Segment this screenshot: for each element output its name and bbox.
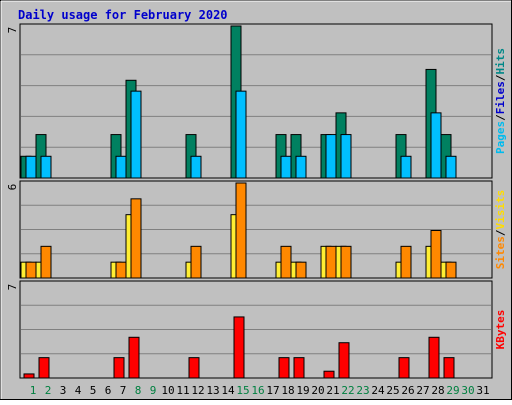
axis-label-visits: Sites/Visits (494, 190, 507, 270)
x-tick-label-day-28: 28 (431, 384, 444, 397)
x-tick-label-day-8: 8 (135, 384, 142, 397)
bar-sites-day-21 (325, 245, 337, 279)
x-tick-label-day-31: 31 (476, 384, 489, 397)
x-tick-label-day-16: 16 (251, 384, 264, 397)
bar-sites-day-2 (40, 245, 52, 279)
bar-sites-day-18 (280, 245, 292, 279)
x-tick-label-day-7: 7 (120, 384, 127, 397)
x-tick-label-day-19: 19 (296, 384, 309, 397)
bar-files-day-18 (280, 155, 292, 179)
bar-kbytes-day-1 (23, 373, 35, 379)
bar-files-day-26 (400, 155, 412, 179)
bar-files-day-22 (340, 134, 352, 179)
axis-label-part: Sites (494, 236, 507, 269)
bar-files-day-28 (430, 112, 442, 179)
axis-label-part: Pages (494, 121, 507, 154)
x-tick-label-day-13: 13 (206, 384, 219, 397)
bar-files-day-21 (325, 134, 337, 179)
x-tick-label-day-14: 14 (221, 384, 235, 397)
axis-label-hits: Pages/Files/Hits (494, 48, 507, 154)
x-tick-label-day-18: 18 (281, 384, 294, 397)
axis-label-part: / (494, 114, 507, 121)
bar-sites-day-22 (340, 245, 352, 279)
bar-sites-day-26 (400, 245, 412, 279)
bar-files-day-15 (235, 90, 247, 179)
bar-sites-day-12 (190, 245, 202, 279)
bar-sites-day-1 (25, 261, 37, 279)
x-tick-label-day-9: 9 (150, 384, 157, 397)
panel-kbytes: 7 KBytes (6, 280, 507, 379)
bar-files-day-8 (130, 90, 142, 179)
x-axis-labels: 1 2 3 4 5 6 7 8 9 10 11 12 13 14 15 16 17 18 19 20 21 22 23 24 2… (30, 384, 490, 397)
x-tick-label-day-15: 15 (236, 384, 249, 397)
y-max-label-visits: 6 (6, 184, 19, 191)
bar-kbytes-day-26 (398, 357, 410, 379)
panel-visits: 6 Sites/Visits (6, 180, 507, 279)
axis-label-part: / (494, 229, 507, 236)
axis-label-part: Hits (494, 48, 507, 75)
axis-label-part: KBytes (494, 310, 507, 350)
x-tick-label-day-10: 10 (161, 384, 174, 397)
bar-kbytes-day-8 (128, 336, 140, 379)
axis-label-kbytes: KBytes (494, 310, 507, 350)
x-tick-label-day-27: 27 (416, 384, 429, 397)
bar-files-day-19 (295, 155, 307, 179)
x-tick-label-day-5: 5 (90, 384, 97, 397)
axis-label-part: Files (494, 81, 507, 114)
x-tick-label-day-20: 20 (311, 384, 324, 397)
y-max-label-hits: 7 (6, 27, 19, 34)
x-tick-label-day-3: 3 (60, 384, 67, 397)
bar-sites-day-7 (115, 261, 127, 279)
bar-files-day-7 (115, 155, 127, 179)
x-tick-label-day-2: 2 (45, 384, 52, 397)
x-tick-label-day-12: 12 (191, 384, 204, 397)
x-tick-label-day-26: 26 (401, 384, 414, 397)
x-tick-label-day-25: 25 (386, 384, 399, 397)
x-tick-label-day-21: 21 (326, 384, 339, 397)
bar-sites-day-29 (445, 261, 457, 279)
bar-files-day-1 (25, 155, 37, 179)
bar-kbytes-day-22 (338, 342, 350, 379)
bar-sites-day-19 (295, 261, 307, 279)
x-tick-label-day-11: 11 (176, 384, 189, 397)
x-tick-label-day-17: 17 (266, 384, 279, 397)
axis-label-part: Visits (494, 190, 507, 230)
x-tick-label-day-30: 30 (461, 384, 474, 397)
x-tick-label-day-22: 22 (341, 384, 354, 397)
x-tick-label-day-23: 23 (356, 384, 369, 397)
x-tick-label-day-4: 4 (75, 384, 82, 397)
bar-sites-day-15 (235, 182, 247, 279)
bar-kbytes-day-15 (233, 316, 245, 379)
bar-sites-day-28 (430, 230, 442, 279)
x-tick-label-day-1: 1 (30, 384, 37, 397)
x-tick-label-day-29: 29 (446, 384, 459, 397)
bar-files-day-29 (445, 155, 457, 179)
bar-files-day-12 (190, 155, 202, 179)
bar-sites-day-8 (130, 198, 142, 279)
bar-kbytes-day-7 (113, 357, 125, 379)
bar-kbytes-day-2 (38, 357, 50, 379)
bar-files-day-2 (40, 155, 52, 179)
bar-kbytes-day-19 (293, 357, 305, 379)
bar-kbytes-day-21 (323, 370, 335, 379)
bar-kbytes-day-28 (428, 336, 440, 379)
bar-kbytes-day-29 (443, 357, 455, 379)
panel-frame-hits (19, 23, 493, 179)
bar-kbytes-day-12 (188, 357, 200, 379)
y-max-label-kbytes: 7 (6, 284, 19, 291)
axis-label-part: / (494, 74, 507, 81)
x-tick-label-day-6: 6 (105, 384, 112, 397)
chart-title: Daily usage for February 2020 (18, 8, 228, 22)
bar-kbytes-day-18 (278, 357, 290, 379)
x-tick-label-day-24: 24 (371, 384, 385, 397)
